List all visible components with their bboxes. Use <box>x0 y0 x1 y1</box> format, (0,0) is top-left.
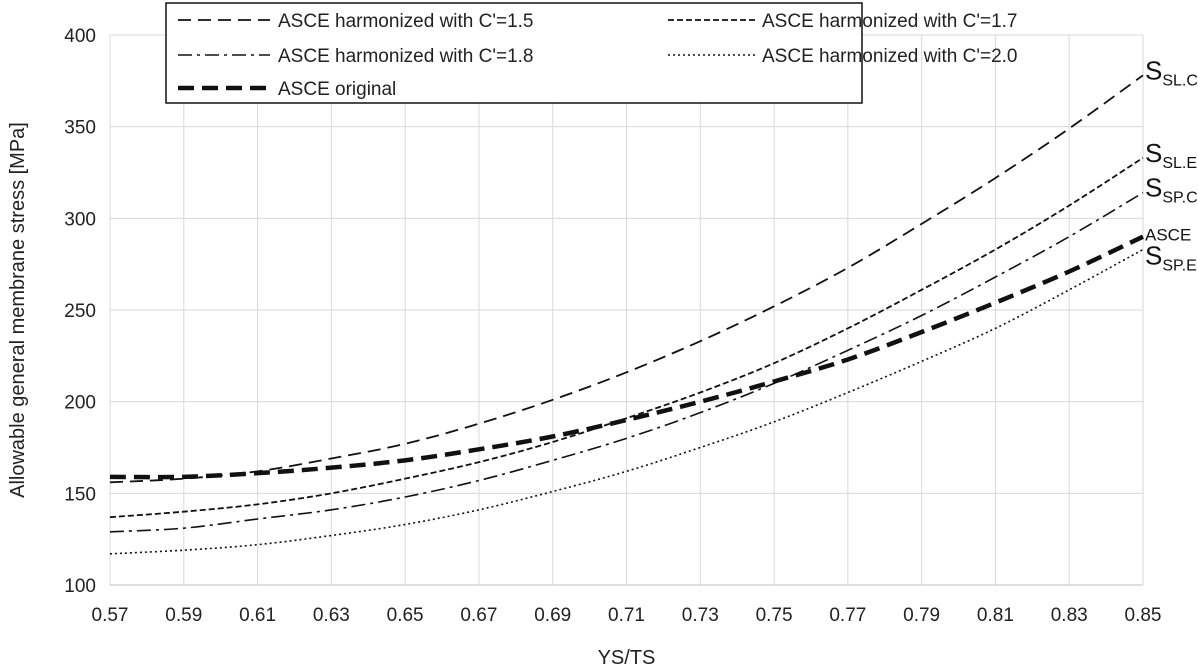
x-tick-label: 0.61 <box>239 605 276 626</box>
series-line-3 <box>109 248 1144 555</box>
x-tick-label: 0.67 <box>460 605 497 626</box>
x-tick-label: 0.83 <box>1051 605 1088 626</box>
x-tick-label: 0.71 <box>608 605 645 626</box>
x-tick-label: 0.73 <box>682 605 719 626</box>
x-tick-label: 0.81 <box>977 605 1014 626</box>
y-tick-label: 250 <box>64 301 96 322</box>
end-label-4: ASCE <box>1145 226 1191 245</box>
x-tick-label: 0.65 <box>387 605 424 626</box>
y-tick-label: 400 <box>64 26 96 47</box>
legend-label-3: ASCE harmonized with C'=2.0 <box>762 46 1018 67</box>
legend-label-4: ASCE original <box>278 79 396 100</box>
legend-label-1: ASCE harmonized with C'=1.7 <box>762 11 1018 32</box>
y-tick-label: 150 <box>64 484 96 505</box>
x-tick-label: 0.85 <box>1125 605 1162 626</box>
legend-label-2: ASCE harmonized with C'=1.8 <box>278 46 534 67</box>
y-tick-label: 350 <box>64 118 96 139</box>
legend: ASCE harmonized with C'=1.5 ASCE harmoniz… <box>165 2 1018 104</box>
end-label-1: SSL.E <box>1145 138 1197 172</box>
x-axis-title: YS/TS <box>598 647 656 669</box>
x-tick-label: 0.75 <box>756 605 793 626</box>
end-label-3: SSP.E <box>1145 241 1197 275</box>
y-axis-title: Allowable general membrane stress [MPa] <box>7 122 29 498</box>
series-line-2 <box>109 191 1144 533</box>
x-tick-label: 0.79 <box>903 605 940 626</box>
x-tick-label: 0.77 <box>829 605 866 626</box>
series-line-0 <box>109 74 1144 484</box>
y-tick-label: 100 <box>64 576 96 597</box>
series-lines <box>109 74 1144 555</box>
x-tick-label: 0.59 <box>165 605 202 626</box>
x-tick-label: 0.63 <box>313 605 350 626</box>
series-line-1 <box>109 157 1144 519</box>
y-tick-label: 300 <box>64 209 96 230</box>
axes: 0.57 0.59 0.61 0.63 0.65 0.67 0.69 0.71 0.73 0.75… <box>64 26 1161 626</box>
legend-box <box>165 2 863 104</box>
x-tick-label: 0.57 <box>92 605 129 626</box>
end-label-2: SSP.C <box>1145 173 1198 207</box>
x-tick-label: 0.69 <box>534 605 571 626</box>
series-line-4 <box>109 234 1144 480</box>
end-label-0: SSL.C <box>1145 55 1198 89</box>
legend-label-0: ASCE harmonized with C'=1.5 <box>278 11 534 32</box>
grid-lines <box>109 34 1144 586</box>
y-tick-label: 200 <box>64 393 96 414</box>
